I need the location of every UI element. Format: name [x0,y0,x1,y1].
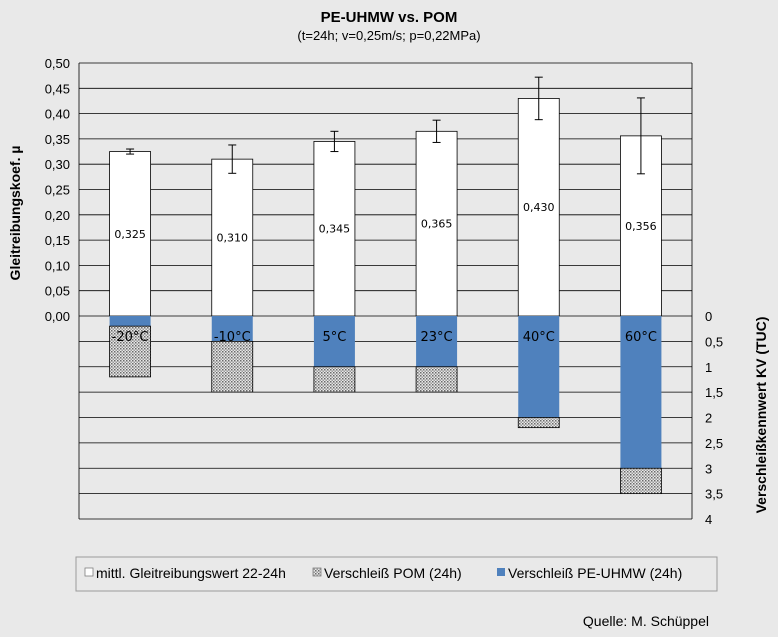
category-label: -20°C [112,330,149,345]
y-axis-label: Gleitreibungskoef. µ [7,146,23,281]
chart-title: PE-UHMW vs. POM [321,9,458,26]
y2-axis-label: Verschleißkennwert KV (TUC) [753,317,769,514]
category-label: 5°C [322,330,346,345]
data-labels: 0,325 -20°C 0,310 -10°C 0,345 5°C 0,365 23°C 0,4… [112,201,657,345]
wear-pe-uhmw-bar [211,316,253,342]
friction-value-label: 0,345 [319,223,351,236]
wear-pom-bar [415,366,458,393]
y-tick-label: 0,45 [45,81,70,96]
wear-pe-uhmw-bar [518,316,560,418]
y-tick-label: 0,40 [45,107,70,122]
wear-pom-bar [517,417,560,429]
y-tick-label: 0,00 [45,309,70,324]
wear-pom-bar [313,366,356,393]
friction-value-label: 0,356 [625,220,657,233]
y-tick-label: 0,50 [45,56,70,71]
category-label: -10°C [214,330,251,345]
y-tick-label: 0,20 [45,208,70,223]
wear-pe-uhmw-bar [313,316,355,367]
friction-bar [517,98,560,317]
y2-axis-ticks: 0 0,5 1 1,5 2 2,5 3 3,5 4 [705,309,723,527]
friction-value-label: 0,310 [217,232,249,245]
y2-tick-label: 4 [705,512,712,527]
wear-pom-bar [109,325,151,378]
y2-tick-label: 2,5 [705,436,723,451]
wear-pe-uhmw-bar [620,316,662,469]
y-tick-label: 0,30 [45,157,70,172]
y-axis-ticks: 0,00 0,05 0,10 0,15 0,20 0,25 0,30 0,35 0,40 0,45… [45,56,70,324]
friction-bar [211,158,254,317]
wear-pe-uhmw-bar [416,316,458,367]
friction-bar [313,141,356,317]
friction-bar [109,151,151,317]
y2-tick-label: 0,5 [705,334,723,349]
wear-pe-uhmw-bar [109,316,151,327]
wear-pom-bar [620,467,662,495]
legend-label-pom: Verschleiß POM (24h) [324,565,462,581]
category-label: 60°C [625,330,657,345]
category-label: 40°C [523,330,555,345]
category-label: 23°C [421,330,453,345]
legend-box [75,556,718,592]
chart-subtitle: (t=24h; v=0,25m/s; p=0,22MPa) [297,28,480,43]
legend-swatch-pom [312,567,322,577]
y2-tick-label: 1 [705,360,712,375]
legend-label-friction: mittl. Gleitreibungswert 22-24h [96,565,286,581]
gridlines [78,62,693,520]
error-bars [126,76,645,175]
y2-tick-label: 3,5 [705,487,723,502]
y2-tick-label: 2 [705,411,712,426]
wear-pom-bar [211,340,254,393]
friction-value-label: 0,325 [114,228,146,241]
legend-swatch-friction [84,567,94,577]
y2-tick-label: 3 [705,461,712,476]
friction-value-label: 0,365 [421,218,453,231]
y-tick-label: 0,15 [45,233,70,248]
y-tick-label: 0,35 [45,132,70,147]
y-tick-label: 0,25 [45,183,70,198]
y-tick-label: 0,05 [45,284,70,299]
legend-swatch-pe-uhmw [497,568,505,576]
legend-label-pe-uhmw: Verschleiß PE-UHMW (24h) [508,565,682,581]
source-credit: Quelle: M. Schüppel [583,613,709,629]
bars [109,98,662,495]
y2-tick-label: 1,5 [705,385,723,400]
y-tick-label: 0,10 [45,258,70,273]
y2-tick-label: 0 [705,309,712,324]
friction-value-label: 0,430 [523,201,555,214]
